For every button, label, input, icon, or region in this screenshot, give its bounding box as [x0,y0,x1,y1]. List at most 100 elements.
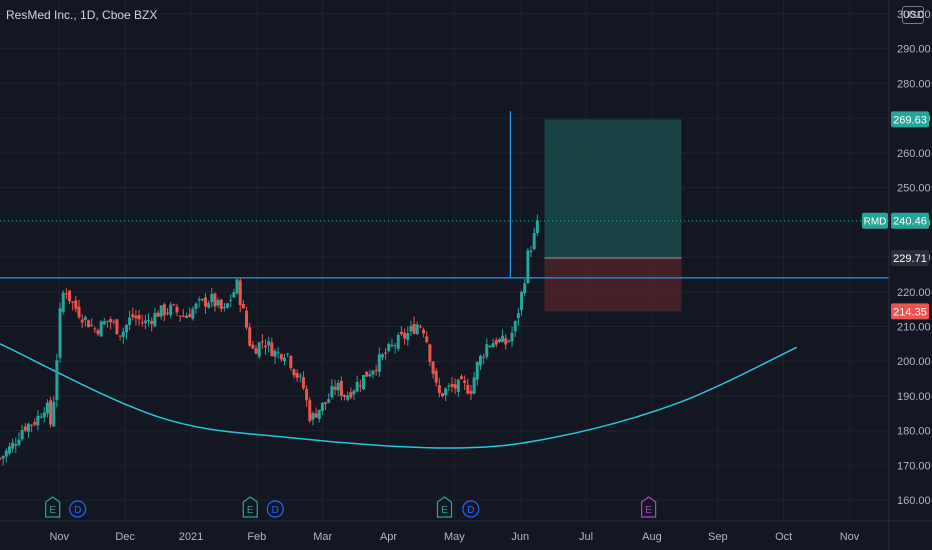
candle-body [333,386,337,390]
candle-body [87,320,91,328]
event-marker-label: E [645,505,652,516]
event-marker-label: D [467,505,474,516]
candle-body [520,291,524,310]
cup-curve [0,343,798,449]
y-tick-label: 160.00 [897,495,931,507]
candle-body [93,328,97,330]
price-badge-label: 214.35 [893,306,927,318]
candle-body [478,355,482,366]
candle-body [39,416,43,418]
candle-body [434,370,438,383]
candle-body [11,442,15,449]
x-tick-label: Jun [511,531,529,543]
candle-body [399,331,403,335]
x-tick-label: Mar [313,531,332,543]
candle-body [260,341,264,343]
x-tick-label: May [444,531,465,543]
candle-body [301,377,305,389]
candle-body [33,422,37,425]
candle-body [58,308,62,358]
candle-body [52,401,56,427]
candle-body [222,306,226,308]
candle-body [327,399,331,403]
candle-body [276,352,280,354]
candle-body [371,370,375,375]
candle-body [232,292,236,298]
candle-body [61,292,65,312]
currency-button[interactable]: USD [902,6,924,24]
y-tick-label: 250.00 [897,183,931,195]
y-tick-label: 290.00 [897,44,931,56]
candle-body [229,299,233,301]
candle-body [497,338,501,342]
grid [0,0,889,521]
candle-body [203,297,207,307]
candle-body [516,312,520,319]
candle-body [143,320,147,324]
candle-body [374,370,378,372]
candle-body [30,424,34,426]
x-tick-label: Dec [115,531,135,543]
candle-body [147,320,151,322]
candle-body [390,344,394,346]
candle-body [336,382,340,391]
x-tick-label: 2021 [179,531,203,543]
candle-body [286,353,290,355]
candle-body [311,413,315,420]
candle-body [99,321,103,337]
candle-body [491,343,495,348]
candle-body [279,354,283,360]
candle-body [153,312,157,327]
candle-body [83,317,87,320]
candle-body [320,402,324,412]
x-tick-label: Oct [775,531,792,543]
candle-body [482,356,486,358]
candle-body [377,354,381,372]
position-zones [544,119,682,312]
earnings-marker-icon [45,496,61,518]
candle-body [150,320,154,324]
candle-body [64,293,68,295]
cup-curve-path [0,343,798,449]
candle-body [124,324,128,333]
candle-body [166,312,170,314]
candle-body [305,388,309,401]
candle-body [466,384,470,394]
price-badge-label: 240.46 [893,216,927,228]
candle-body [523,283,527,294]
y-tick-label: 180.00 [897,426,931,438]
candle-body [241,304,245,309]
candle-body [131,314,135,318]
candle-body [343,395,347,397]
candle-body [90,324,94,326]
candle-body [140,322,144,324]
candle-body [77,306,81,318]
candle-body [485,344,489,357]
candle-body [42,412,46,418]
candle-body [137,314,141,320]
y-tick-label: 190.00 [897,391,931,403]
event-marker-label: E [49,505,56,516]
event-marker-label: E [247,505,254,516]
candle-body [330,386,334,397]
candle-body [172,304,176,306]
candle-body [238,280,242,305]
price-badge-label: 229.71 [893,253,927,265]
candle-body [80,319,84,323]
candle-body [501,335,505,342]
candle-body [444,388,448,396]
candle-body [128,317,132,325]
candle-body [213,293,217,307]
chart-title: ResMed Inc., 1D, Cboe BZX [6,8,158,22]
x-tick-label: Feb [247,531,266,543]
candle-body [393,345,397,347]
candle-body [431,361,435,374]
symbol-badge [862,212,888,229]
x-tick-label: Aug [642,531,662,543]
candle-body [472,377,476,394]
candle-body [14,444,18,446]
y-tick-label: 200.00 [897,356,931,368]
candle-body [282,357,286,362]
